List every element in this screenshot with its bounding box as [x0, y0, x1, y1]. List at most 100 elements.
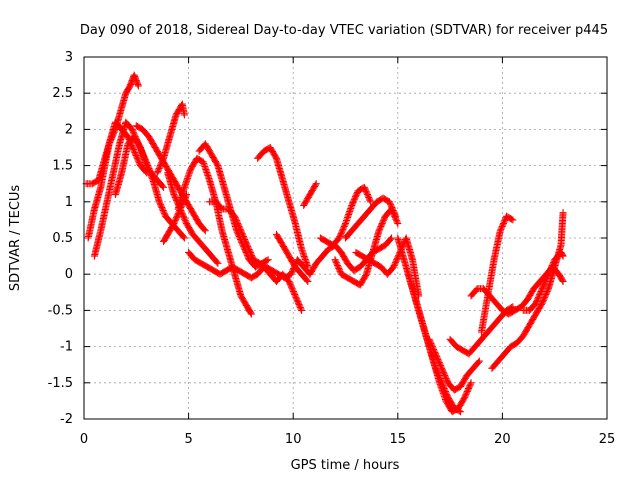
data-point-marker [159, 156, 167, 164]
data-point-marker [335, 264, 343, 272]
data-marks [82, 71, 567, 416]
data-point-marker [538, 286, 546, 294]
data-point-marker [543, 275, 551, 283]
data-point-marker [133, 154, 141, 162]
data-point-marker [159, 183, 167, 191]
data-point-marker [497, 225, 505, 233]
data-point-marker [509, 216, 517, 224]
y-tick-label: -0.5 [48, 303, 73, 318]
data-point-marker [440, 369, 448, 377]
data-point-marker [145, 166, 153, 174]
data-point-marker [541, 277, 549, 285]
data-point-marker [544, 270, 552, 278]
data-point-marker [475, 357, 483, 365]
x-tick-label: 25 [599, 432, 616, 447]
data-point-marker [499, 221, 507, 229]
data-point-marker [247, 310, 255, 318]
data-point-marker [171, 193, 179, 201]
data-point-marker [466, 380, 474, 388]
data-point-marker [498, 224, 506, 232]
data-point-marker [439, 367, 447, 375]
data-point-marker [392, 257, 400, 265]
data-point-marker [244, 243, 252, 251]
data-point-marker [388, 234, 396, 242]
data-point-marker [290, 289, 298, 297]
data-point-marker [159, 206, 167, 214]
data-point-marker [214, 259, 222, 267]
data-point-marker [539, 282, 547, 290]
data-point-marker [540, 295, 548, 303]
data-point-marker [389, 206, 397, 214]
data-point-marker [538, 299, 546, 307]
data-point-marker [436, 360, 444, 368]
data-point-marker [542, 290, 550, 298]
data-point-marker [390, 209, 398, 217]
data-point-marker [156, 199, 164, 207]
data-point-marker [158, 182, 166, 190]
y-tick-label: 2 [65, 122, 73, 137]
x-axis-label: GPS time / hours [291, 458, 400, 473]
data-point-marker [348, 201, 356, 209]
data-point-marker [461, 393, 469, 401]
data-point-marker [363, 189, 371, 197]
data-point-marker [391, 211, 399, 219]
data-point-marker [337, 230, 345, 238]
y-tick-label: 1.5 [52, 159, 73, 174]
data-point-marker [338, 227, 346, 235]
series-t7 [164, 169, 222, 267]
series-t27 [488, 209, 567, 372]
y-tick-label: -1 [60, 340, 73, 355]
x-tick-label: 5 [184, 432, 192, 447]
series-t17 [316, 183, 375, 249]
data-point-marker [465, 383, 473, 391]
data-point-marker [231, 212, 239, 220]
y-tick-label: 2.5 [52, 86, 73, 101]
data-point-marker [286, 280, 294, 288]
y-tick-label: 0.5 [52, 231, 73, 246]
data-point-marker [180, 111, 188, 119]
data-point-marker [500, 218, 508, 226]
data-point-marker [544, 286, 552, 294]
data-point-marker [173, 212, 181, 220]
data-point-marker [431, 348, 439, 356]
data-point-marker [158, 157, 166, 165]
data-point-marker [232, 215, 240, 223]
data-point-marker [429, 344, 437, 352]
data-point-marker [231, 214, 239, 222]
x-tick-label: 10 [285, 432, 302, 447]
data-point-marker [146, 169, 154, 177]
data-point-marker [380, 215, 388, 223]
data-point-marker [132, 151, 140, 159]
y-axis-label: SDTVAR / TECUs [8, 185, 23, 292]
data-point-marker [235, 222, 243, 230]
data-point-marker [296, 302, 304, 310]
data-point-marker [457, 408, 465, 416]
data-point-marker [160, 208, 168, 216]
data-point-marker [332, 259, 340, 267]
data-point-marker [304, 263, 312, 271]
data-point-marker [131, 150, 139, 158]
series-t12 [206, 198, 314, 282]
data-point-marker [545, 269, 553, 277]
data-point-marker [437, 363, 445, 371]
data-point-marker [549, 259, 557, 267]
data-point-marker [154, 167, 162, 175]
data-point-marker [352, 191, 360, 199]
x-tick-label: 15 [390, 432, 407, 447]
data-point-marker [363, 191, 371, 199]
data-point-marker [237, 227, 245, 235]
data-point-marker [335, 234, 343, 242]
data-point-marker [393, 256, 401, 264]
data-point-marker [213, 258, 221, 266]
series-t6 [153, 100, 188, 177]
data-point-marker [158, 204, 166, 212]
data-point-marker [155, 198, 163, 206]
data-point-marker [292, 293, 300, 301]
data-point-marker [233, 218, 241, 226]
data-point-marker [158, 205, 166, 213]
data-point-marker [179, 233, 187, 241]
data-point-marker [331, 256, 339, 264]
data-point-marker [367, 198, 375, 206]
series-t4 [111, 133, 188, 242]
data-point-marker [143, 163, 151, 171]
